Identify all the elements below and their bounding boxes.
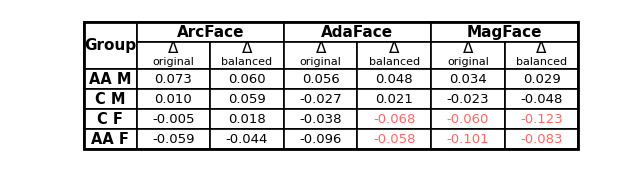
- Text: 0.060: 0.060: [228, 73, 266, 86]
- Text: Δ: Δ: [389, 41, 399, 56]
- Text: -0.005: -0.005: [152, 113, 195, 126]
- Text: balanced: balanced: [221, 57, 273, 67]
- Bar: [136, 129, 210, 149]
- Bar: [84, 129, 136, 149]
- Text: 0.034: 0.034: [449, 73, 487, 86]
- Text: Δ: Δ: [536, 41, 547, 56]
- Text: -0.058: -0.058: [373, 133, 415, 146]
- Bar: [284, 109, 358, 129]
- Bar: [505, 69, 579, 89]
- Text: Δ: Δ: [316, 41, 326, 56]
- Bar: [84, 109, 136, 129]
- Bar: [505, 89, 579, 109]
- Text: -0.068: -0.068: [373, 113, 415, 126]
- Bar: [210, 109, 284, 129]
- Bar: [284, 89, 358, 109]
- Text: balanced: balanced: [369, 57, 420, 67]
- Bar: [136, 42, 210, 69]
- Bar: [505, 129, 579, 149]
- Text: 0.018: 0.018: [228, 113, 266, 126]
- Text: -0.083: -0.083: [520, 133, 563, 146]
- Text: -0.060: -0.060: [447, 113, 489, 126]
- Text: 0.021: 0.021: [375, 93, 413, 106]
- Bar: [136, 69, 210, 89]
- Bar: [505, 109, 579, 129]
- Bar: [210, 42, 284, 69]
- Text: C F: C F: [97, 112, 123, 127]
- Bar: [358, 42, 431, 69]
- Bar: [358, 129, 431, 149]
- Bar: [431, 89, 505, 109]
- Bar: [505, 42, 579, 69]
- Text: original: original: [300, 57, 342, 67]
- Bar: [431, 109, 505, 129]
- Text: -0.101: -0.101: [447, 133, 489, 146]
- Text: Δ: Δ: [242, 41, 252, 56]
- Text: MagFace: MagFace: [467, 25, 543, 39]
- Text: 0.073: 0.073: [154, 73, 193, 86]
- Text: -0.048: -0.048: [520, 93, 563, 106]
- Bar: [136, 109, 210, 129]
- Bar: [284, 69, 358, 89]
- Text: 0.059: 0.059: [228, 93, 266, 106]
- Bar: [210, 69, 284, 89]
- Text: original: original: [447, 57, 489, 67]
- Text: -0.096: -0.096: [300, 133, 342, 146]
- Bar: [358, 69, 431, 89]
- Text: ArcFace: ArcFace: [177, 25, 244, 39]
- Text: AA M: AA M: [89, 72, 131, 87]
- Bar: [358, 109, 431, 129]
- Bar: [431, 69, 505, 89]
- Text: C M: C M: [95, 92, 125, 107]
- Text: -0.027: -0.027: [300, 93, 342, 106]
- Text: -0.038: -0.038: [300, 113, 342, 126]
- Text: -0.044: -0.044: [226, 133, 268, 146]
- Text: -0.059: -0.059: [152, 133, 195, 146]
- Text: AA F: AA F: [92, 132, 129, 147]
- Text: balanced: balanced: [516, 57, 567, 67]
- Bar: [284, 42, 358, 69]
- Text: 0.029: 0.029: [523, 73, 561, 86]
- Bar: [284, 129, 358, 149]
- Bar: [84, 89, 136, 109]
- Bar: [431, 42, 505, 69]
- Text: -0.123: -0.123: [520, 113, 563, 126]
- Text: -0.023: -0.023: [447, 93, 489, 106]
- Bar: [431, 129, 505, 149]
- Text: AdaFace: AdaFace: [321, 25, 394, 39]
- Bar: [431, 22, 579, 42]
- Text: Group: Group: [84, 38, 136, 53]
- Bar: [84, 69, 136, 89]
- Bar: [210, 89, 284, 109]
- Text: Δ: Δ: [463, 41, 473, 56]
- Text: Δ: Δ: [168, 41, 179, 56]
- Bar: [84, 22, 136, 69]
- Text: original: original: [152, 57, 195, 67]
- Text: 0.048: 0.048: [376, 73, 413, 86]
- Bar: [136, 22, 284, 42]
- Bar: [210, 129, 284, 149]
- Bar: [358, 89, 431, 109]
- Bar: [136, 89, 210, 109]
- Text: 0.056: 0.056: [302, 73, 339, 86]
- Text: 0.010: 0.010: [154, 93, 192, 106]
- Bar: [284, 22, 431, 42]
